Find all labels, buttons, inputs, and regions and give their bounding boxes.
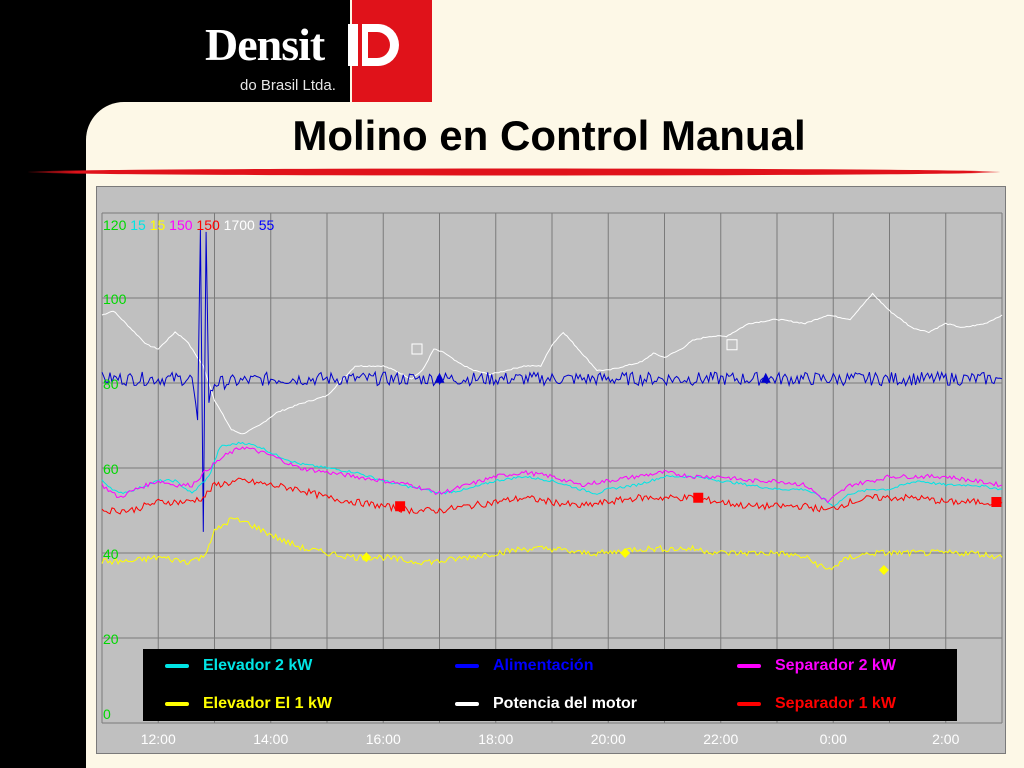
series-line [101,229,1003,532]
legend-item: Separador 2 kW [737,657,896,675]
scale-label: 120 [103,217,127,233]
legend-item: Elevador 2 kW [165,657,312,675]
series-line [101,517,1003,571]
legend-item: Alimentación [455,657,593,675]
legend-swatch [737,702,761,706]
series-line [101,441,1003,509]
logo-d-mark [348,24,399,66]
x-tick-label: 20:00 [591,731,626,747]
legend-item: Elevador El 1 kW [165,695,332,713]
marker-triangle [760,372,771,383]
y-tick-label: 60 [103,461,119,477]
legend-item: Separador 1 kW [737,695,896,713]
title-rule [28,168,1000,176]
legend-label: Elevador 2 kW [203,657,313,674]
legend-swatch [455,664,479,668]
scale-label: 15 [146,217,166,233]
legend-swatch [737,664,761,668]
series-line [101,477,1003,515]
marker-triangle [434,372,445,383]
x-tick-label: 0:00 [820,731,847,747]
x-tick-label: 16:00 [366,731,401,747]
x-tick-label: 2:00 [932,731,959,747]
y-tick-label: 40 [103,546,119,562]
trend-chart: 0 20 40 60 80 100 12:00 14:00 16:00 18:00 20:00 22… [101,212,1003,747]
series-line [101,292,1003,435]
left-black-bar [0,0,86,768]
scale-labels: 120 15 15 150 150 1700 55 [103,217,275,233]
legend-swatch [455,702,479,706]
legend-label: Potencia del motor [493,695,638,712]
marker-square [395,501,406,512]
legend-label: Elevador El 1 kW [203,695,332,712]
top-black-band [0,0,350,102]
legend-swatch [165,702,189,706]
legend-label: Separador 2 kW [775,657,896,674]
x-tick-label: 14:00 [253,731,288,747]
marker-open-square [726,339,738,351]
marker-diamond [620,548,631,558]
marker-open-square [411,343,423,355]
x-tick-label: 22:00 [703,731,738,747]
scale-label: 55 [255,217,275,233]
legend-swatch [165,664,189,668]
page-title: Molino en Control Manual [292,112,806,159]
x-tick-label: 18:00 [478,731,513,747]
scale-label: 15 [126,217,146,233]
marker-diamond [361,552,372,563]
legend-item: Potencia del motor [455,695,637,713]
y-tick-label: 80 [103,376,119,392]
y-tick-label: 100 [103,291,127,307]
scale-label: 150 [165,217,192,233]
scale-label: 150 [193,217,220,233]
y-tick-label: 0 [103,706,111,722]
marker-diamond [878,565,889,575]
series-line [101,446,1003,504]
x-tick-label: 12:00 [141,731,176,747]
logo-wordmark: Densit [205,19,325,70]
legend-label: Separador 1 kW [775,695,896,712]
y-tick-label: 20 [103,631,119,647]
legend-label: Alimentación [493,657,594,674]
marker-square [693,492,704,503]
chart-legend: Elevador 2 kW Alimentación Separador 2 kW E… [143,649,957,721]
marker-square [991,497,1002,507]
scale-label: 1700 [220,217,255,233]
logo-subtitle: do Brasil Ltda. [240,77,336,94]
